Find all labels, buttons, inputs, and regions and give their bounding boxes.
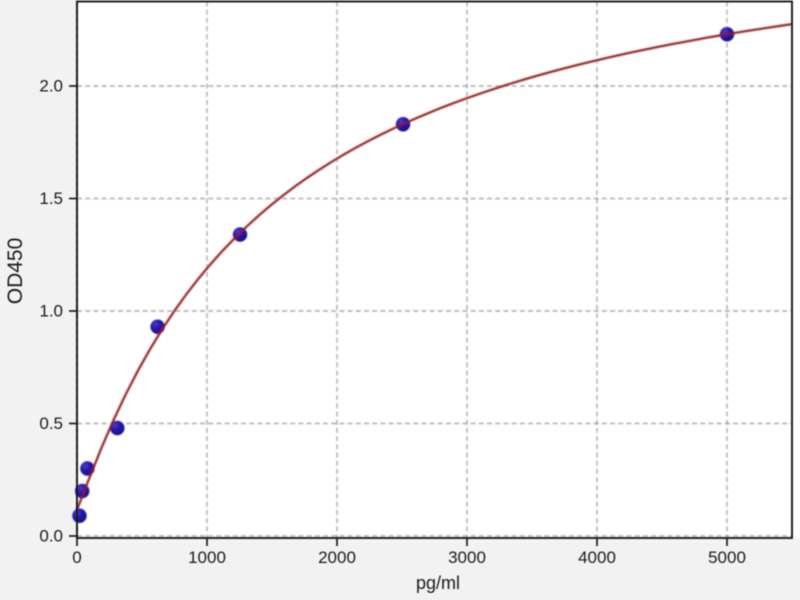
svg-text:pg/ml: pg/ml [416,573,460,593]
svg-text:2000: 2000 [318,548,356,567]
svg-text:0: 0 [72,548,81,567]
svg-text:4000: 4000 [578,548,616,567]
svg-text:OD450: OD450 [4,238,27,305]
svg-text:0.0: 0.0 [39,527,63,546]
svg-text:5000: 5000 [708,548,746,567]
svg-text:1.5: 1.5 [39,189,63,208]
svg-text:0.5: 0.5 [39,414,63,433]
svg-text:2.0: 2.0 [39,77,63,96]
svg-text:1.0: 1.0 [39,302,63,321]
svg-text:1000: 1000 [188,548,226,567]
svg-text:3000: 3000 [448,548,486,567]
